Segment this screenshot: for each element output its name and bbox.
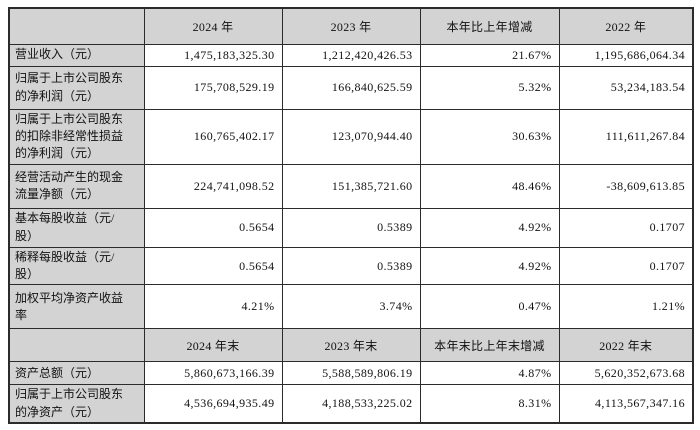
- metric-value: 0.1707: [558, 246, 694, 286]
- table-row: 归属于上市公司股东 的净利润（元） 175,708,529.19 166,840,6…: [8, 65, 694, 110]
- year-column-header: 本年末比上年末增减: [419, 328, 560, 363]
- year-column-header: 2023 年末: [281, 328, 421, 363]
- table-row: 归属于上市公司股东 的净资产（元） 4,536,694,935.49 4,188,5…: [8, 384, 694, 424]
- metric-value: 53,234,183.54: [558, 65, 694, 110]
- metric-value: 0.47%: [419, 284, 560, 330]
- metric-value: 8.31%: [419, 384, 560, 424]
- metric-value: 4.92%: [419, 246, 560, 286]
- metric-value: -38,609,613.85: [558, 163, 694, 209]
- metric-value: 0.5654: [143, 207, 283, 248]
- metric-label: 经营活动产生的现金 流量净额（元）: [8, 163, 145, 209]
- metric-value: 151,385,721.60: [281, 163, 421, 209]
- year-column-header: 2022 年: [558, 7, 694, 45]
- metric-value: 5,620,352,673.68: [558, 361, 694, 386]
- metric-value: 1,475,183,325.30: [143, 43, 283, 67]
- metric-value: 5,860,673,166.39: [143, 361, 283, 386]
- table-row: 营业收入（元） 1,475,183,325.30 1,212,420,426.53 2…: [8, 43, 694, 67]
- metric-value: 175,708,529.19: [143, 65, 283, 110]
- metric-value: 0.5389: [281, 246, 421, 286]
- metric-value: 1,195,686,064.34: [558, 43, 694, 67]
- metric-value: 0.5654: [143, 246, 283, 286]
- metric-label: 稀释每股收益（元/ 股）: [8, 246, 145, 286]
- metric-label: 资产总额（元）: [8, 361, 145, 386]
- metric-label: 营业收入（元）: [8, 43, 145, 67]
- metric-value: 48.46%: [419, 163, 560, 209]
- table-row: 经营活动产生的现金 流量净额（元） 224,741,098.52 151,385,7…: [8, 163, 694, 209]
- metric-value: 166,840,625.59: [281, 65, 421, 110]
- metric-value: 21.67%: [419, 43, 560, 67]
- metric-label: 归属于上市公司股东 的扣除非经常性损益 的净利润（元）: [8, 108, 145, 165]
- header-row: 2024 年末 2023 年末 本年末比上年末增减 2022 年末: [8, 328, 694, 363]
- metric-value: 5,588,589,806.19: [281, 361, 421, 386]
- corner-cell: [8, 7, 145, 45]
- table-row: 加权平均净资产收益 率 4.21% 3.74% 0.47% 1.21%: [8, 284, 694, 330]
- corner-cell: [8, 328, 145, 363]
- metric-value: 4,188,533,225.02: [281, 384, 421, 424]
- metric-value: 123,070,944.40: [281, 108, 421, 165]
- financial-summary-table: 2024 年 2023 年本年比上年增减 2022 年营业收入（元） 1,475,18…: [8, 7, 694, 425]
- metric-value: 30.63%: [419, 108, 560, 165]
- table-row: 稀释每股收益（元/ 股） 0.5654 0.5389 4.92% 0.1707: [8, 246, 694, 286]
- metric-value: 111,611,267.84: [558, 108, 694, 165]
- year-column-header: 2023 年: [281, 7, 421, 45]
- metric-value: 4,536,694,935.49: [143, 384, 283, 424]
- metric-value: 4.92%: [419, 207, 560, 248]
- metric-label: 加权平均净资产收益 率: [8, 284, 145, 330]
- metric-value: 4.87%: [419, 361, 560, 386]
- year-column-header: 2022 年末: [558, 328, 694, 363]
- metric-label: 归属于上市公司股东 的净利润（元）: [8, 65, 145, 110]
- metric-value: 4,113,567,347.16: [558, 384, 694, 424]
- metric-label: 归属于上市公司股东 的净资产（元）: [8, 384, 145, 424]
- header-row: 2024 年 2023 年本年比上年增减 2022 年: [8, 7, 694, 45]
- table-row: 基本每股收益（元/ 股） 0.5654 0.5389 4.92% 0.1707: [8, 207, 694, 248]
- metric-value: 0.1707: [558, 207, 694, 248]
- metric-value: 1,212,420,426.53: [281, 43, 421, 67]
- year-column-header: 2024 年: [143, 7, 283, 45]
- metric-value: 3.74%: [281, 284, 421, 330]
- metric-value: 5.32%: [419, 65, 560, 110]
- metric-value: 224,741,098.52: [143, 163, 283, 209]
- table-row: 资产总额（元） 5,860,673,166.39 5,588,589,806.19 4…: [8, 361, 694, 386]
- metric-value: 1.21%: [558, 284, 694, 330]
- metric-value: 160,765,402.17: [143, 108, 283, 165]
- metric-label: 基本每股收益（元/ 股）: [8, 207, 145, 248]
- metric-value: 0.5389: [281, 207, 421, 248]
- metric-value: 4.21%: [143, 284, 283, 330]
- year-column-header: 本年比上年增减: [419, 7, 560, 45]
- year-column-header: 2024 年末: [143, 328, 283, 363]
- table-row: 归属于上市公司股东 的扣除非经常性损益 的净利润（元） 160,765,402.1…: [8, 108, 694, 165]
